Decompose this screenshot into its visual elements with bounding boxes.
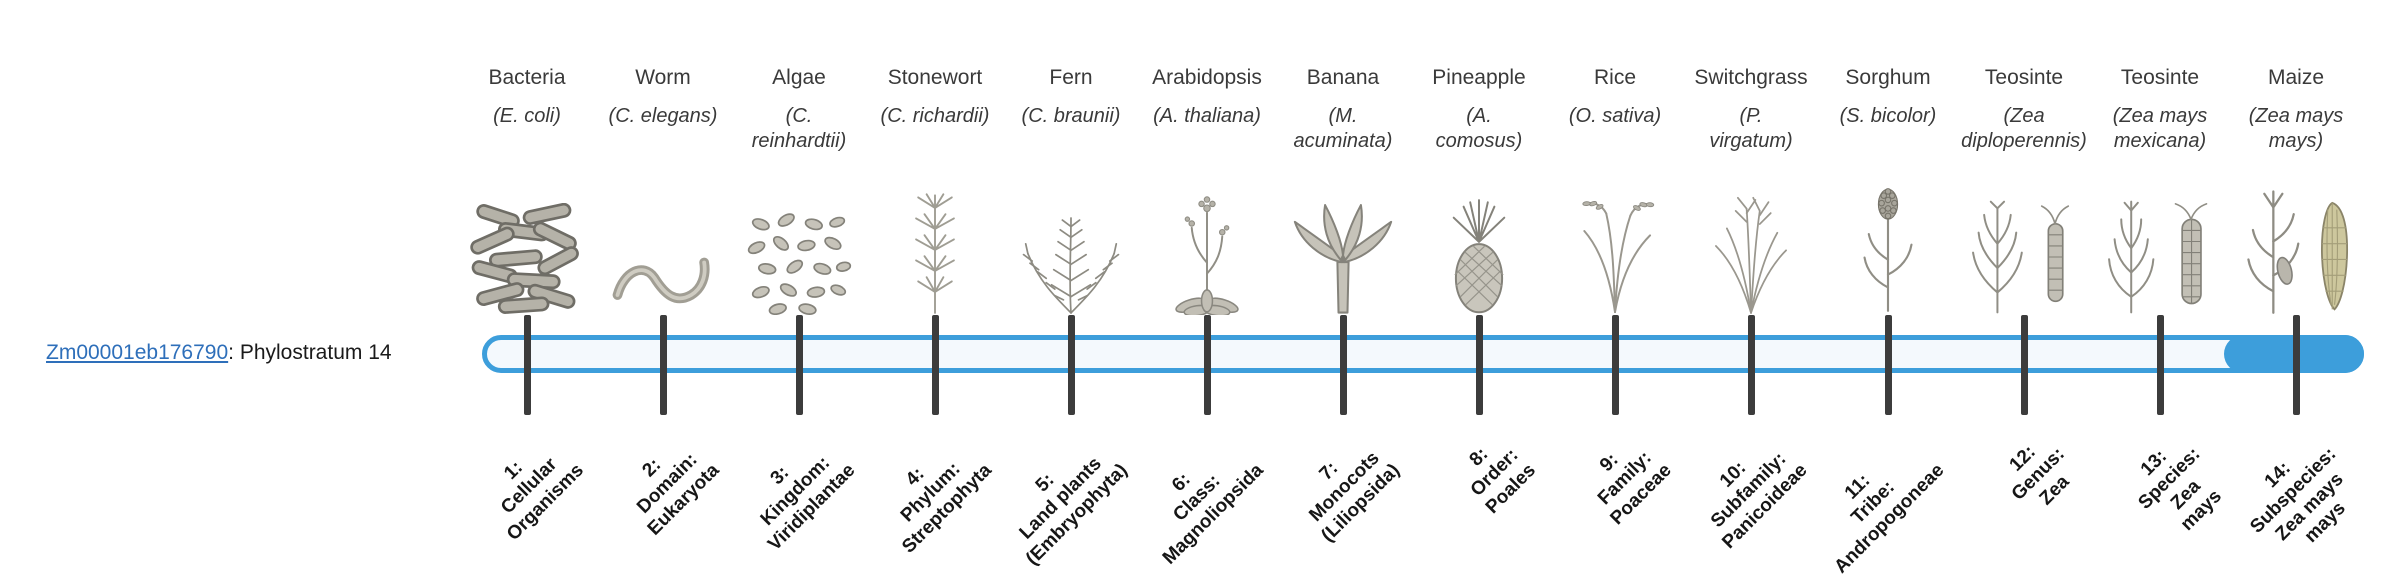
stratum-label: 8: Order: Poales (1465, 443, 1540, 518)
organism-scientific-name: (A. thaliana) (1153, 105, 1261, 127)
stratum-tick (795, 315, 803, 415)
stratum-label: 14: Subspecies: Zea mays mays (2246, 443, 2350, 548)
stratum-column-11: Sorghum (S. bicolor) 11: Tribe: Andropo (1813, 66, 1963, 578)
bacteria-icon (452, 180, 602, 315)
stratum-tick (1067, 315, 1075, 415)
stratum-label: 4: Phylum: Streptophyta (896, 458, 996, 558)
organism-scientific-name: (E. coli) (493, 105, 561, 127)
gene-phylostratum-text: : Phylostratum 14 (228, 341, 392, 364)
arabidopsis-icon (1132, 180, 1282, 315)
organism-scientific-name: (C. braunii) (1021, 105, 1121, 127)
stratum-tick (1611, 315, 1619, 415)
stratum-label: 2: Domain: Eukaryota (633, 449, 724, 540)
stratum-tick (2156, 315, 2164, 415)
stratum-label: 6: Class: Magnoliopsida (1158, 459, 1268, 569)
organism-common-name: Stonewort (887, 66, 983, 89)
pineapple-icon (1404, 180, 1554, 315)
stratum-label: 11: Tribe: Andropogoneae (1830, 459, 1949, 578)
organism-common-name: Bacteria (488, 66, 566, 89)
stratum-column-13: Teosinte (Zea mays mexicana) (2085, 66, 2235, 535)
sorghum-icon (1813, 180, 1963, 315)
organism-common-name: Switchgrass (1694, 66, 1808, 89)
teosinte-diploperennis-icon (1949, 180, 2099, 315)
stratum-column-12: Teosinte (Zea diploperennis) (1949, 66, 2099, 509)
gene-label: Zm00001eb176790: Phylostratum 14 (46, 341, 392, 365)
stratum-tick (1747, 315, 1755, 415)
fern-icon (996, 180, 1146, 315)
stratum-column-5: Fern (C. braunii) 5: Land plants (Embryo… (996, 66, 1146, 569)
algae-icon (724, 180, 874, 315)
organism-common-name: Teosinte (2120, 66, 2200, 89)
stratum-tick (931, 315, 939, 415)
worm-icon (588, 180, 738, 315)
organism-common-name: Algae (772, 66, 826, 89)
stratum-column-1: Bacteria (E. coli) (452, 66, 602, 545)
banana-tree-icon (1268, 180, 1418, 315)
stonewort-icon (860, 180, 1010, 315)
stratum-column-10: Switchgrass (P. virgatum) 10: Subfamily:… (1676, 66, 1826, 553)
stratum-label: 12: Genus: Zea (2005, 441, 2073, 510)
organism-scientific-name: (C. reinhardtii) (751, 105, 847, 152)
maize-icon (2221, 180, 2371, 315)
stratum-tick (1475, 315, 1483, 415)
stratum-label: 1: Cellular Organisms (497, 454, 588, 545)
stratum-label: 3: Kingdom: Viridiplantae (757, 452, 860, 555)
gene-id-link[interactable]: Zm00001eb176790 (46, 341, 229, 364)
stratum-label: 7: Monocots (Liliopsida) (1305, 447, 1404, 547)
stratum-column-6: Arabidopsis (A. thaliana) (1132, 66, 1282, 569)
organism-scientific-name: (S. bicolor) (1839, 105, 1937, 127)
stratum-column-14: Maize (Zea mays mays) (2221, 66, 2371, 547)
stratum-column-9: Rice (O. sativa) (1540, 66, 1690, 529)
organism-common-name: Maize (2267, 66, 2325, 89)
stratum-column-7: Banana (M. acuminata) 7: Monocots (Lilio… (1268, 66, 1418, 546)
organism-common-name: Arabidopsis (1152, 66, 1262, 89)
organism-scientific-name: (C. richardii) (880, 105, 990, 127)
organism-scientific-name: (A. comosus) (1435, 105, 1523, 152)
organism-common-name: Fern (1049, 66, 1093, 89)
organism-scientific-name: (P. virgatum) (1709, 105, 1793, 152)
stratum-column-3: Algae (C. reinhardtii) (724, 66, 874, 555)
stratum-label: 10: Subfamily: Panicoideae (1707, 448, 1812, 553)
organism-common-name: Teosinte (1984, 66, 2064, 89)
stratum-tick (1884, 315, 1892, 415)
stratum-tick (2020, 315, 2028, 415)
organism-common-name: Worm (635, 66, 691, 89)
organism-scientific-name: (Zea mays mexicana) (2112, 105, 2208, 152)
teosinte-mexicana-icon (2085, 180, 2235, 315)
rice-plant-icon (1540, 180, 1690, 315)
stratum-column-2: Worm (C. elegans) 2: Domain: Eukaryota (588, 66, 738, 540)
stratum-tick (523, 315, 531, 415)
organism-common-name: Rice (1593, 66, 1636, 89)
stratum-tick (1203, 315, 1211, 415)
stratum-label: 9: Family: Poaceae (1594, 447, 1676, 530)
stratum-column-4: Stonewort (C. richardii) 4: Phylum: Stre… (860, 66, 1010, 557)
organism-scientific-name: (O. sativa) (1568, 105, 1662, 127)
stratum-column-8: Pineapple (A. comosus) 8: Order: Poales (1404, 66, 1554, 518)
stratum-tick (1339, 315, 1347, 415)
stratum-label: 5: Land plants (Embryophyta) (1015, 453, 1132, 570)
organism-scientific-name: (Zea diploperennis) (1961, 105, 2087, 152)
organism-scientific-name: (C. elegans) (608, 105, 718, 127)
organism-common-name: Sorghum (1845, 66, 1931, 89)
stratum-tick (2292, 315, 2300, 415)
stratum-tick (659, 315, 667, 415)
stratum-label: 13: Species: Zea mays (2134, 443, 2226, 536)
organism-scientific-name: (M. acuminata) (1293, 105, 1393, 152)
organism-scientific-name: (Zea mays mays) (2248, 105, 2344, 152)
phylostratum-track (482, 335, 2364, 373)
organism-common-name: Banana (1306, 66, 1380, 89)
switchgrass-icon (1676, 180, 1826, 315)
organism-common-name: Pineapple (1432, 66, 1526, 89)
